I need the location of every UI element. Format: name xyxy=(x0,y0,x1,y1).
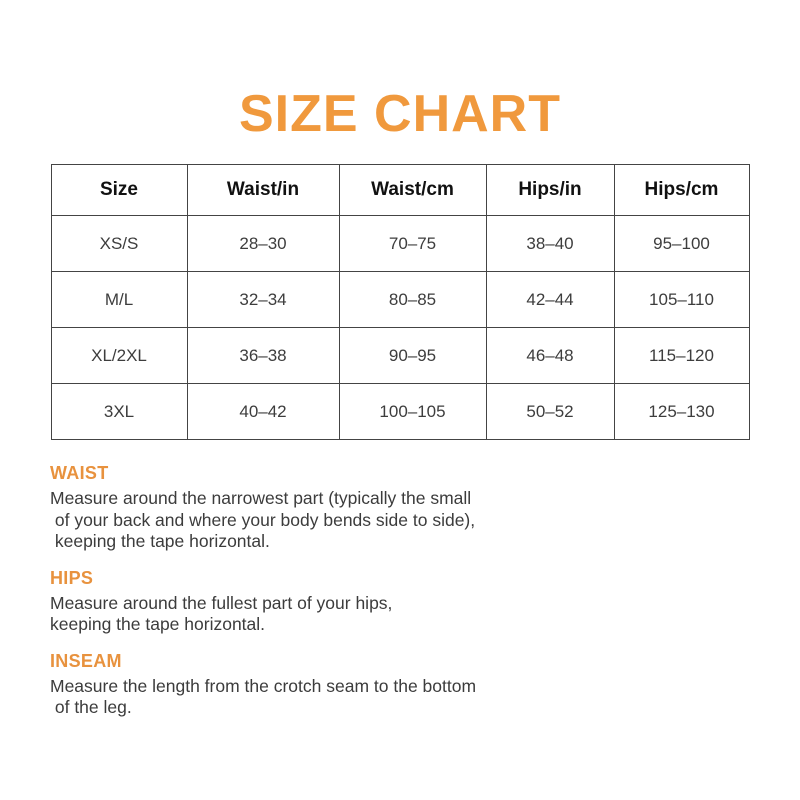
waist-cm-cell: 80–85 xyxy=(338,271,487,328)
table-row-3xl: 3XL 40–42 100–105 50–52 125–130 xyxy=(50,383,750,440)
page-title: SIZE CHART xyxy=(239,85,561,143)
hips-in-cell: 42–44 xyxy=(485,271,615,328)
hips-cm-cell: 95–100 xyxy=(613,215,750,272)
size-chart-table: Size Waist/in Waist/cm Hips/in Hips/cm X… xyxy=(50,164,750,440)
section-heading-inseam: INSEAM xyxy=(50,650,122,671)
column-header-waist-cm: Waist/cm xyxy=(338,164,487,216)
section-inseam: INSEAM Measure the length from the crotc… xyxy=(50,651,800,719)
section-text-line: Measure the length from the crotch seam … xyxy=(50,675,477,696)
measurement-instructions: WAIST Measure around the narrowest part … xyxy=(50,463,800,719)
table-header-row: Size Waist/in Waist/cm Hips/in Hips/cm xyxy=(50,164,750,216)
column-header-hips-cm: Hips/cm xyxy=(613,164,750,216)
waist-in-cell: 36–38 xyxy=(186,327,340,384)
size-cell: XL/2XL xyxy=(50,327,188,384)
waist-in-cell: 32–34 xyxy=(186,271,340,328)
column-header-hips-in: Hips/in xyxy=(485,164,615,216)
section-heading-hips: HIPS xyxy=(50,567,94,588)
waist-cm-cell: 70–75 xyxy=(338,215,487,272)
column-header-size: Size xyxy=(50,164,188,216)
hips-in-cell: 46–48 xyxy=(485,327,615,384)
section-text-line: of the leg. xyxy=(50,697,132,717)
column-header-waist-in: Waist/in xyxy=(186,164,340,216)
hips-cm-cell: 115–120 xyxy=(613,327,750,384)
section-heading-waist: WAIST xyxy=(50,463,109,483)
section-text-line: keeping the tape horizontal. xyxy=(50,531,270,551)
waist-cm-cell: 90–95 xyxy=(338,327,487,384)
section-text-line: of your back and where your body bends s… xyxy=(50,509,476,530)
waist-in-cell: 28–30 xyxy=(186,215,340,272)
table-row-xl-2xl: XL/2XL 36–38 90–95 46–48 115–120 xyxy=(50,327,750,384)
section-waist: WAIST Measure around the narrowest part … xyxy=(50,463,800,553)
section-hips: HIPS Measure around the fullest part of … xyxy=(50,568,800,636)
size-cell: 3XL xyxy=(50,383,188,440)
section-text-line: Measure around the narrowest part (typic… xyxy=(50,488,472,508)
table-row-xs-s: XS/S 28–30 70–75 38–40 95–100 xyxy=(50,215,750,272)
hips-in-cell: 50–52 xyxy=(485,383,615,440)
table-row-m-l: M/L 32–34 80–85 42–44 105–110 xyxy=(50,271,750,328)
waist-cm-cell: 100–105 xyxy=(338,383,487,440)
hips-in-cell: 38–40 xyxy=(485,215,615,272)
size-cell: XS/S xyxy=(50,215,188,272)
section-text-line: keeping the tape horizontal. xyxy=(50,614,266,634)
hips-cm-cell: 105–110 xyxy=(613,271,750,328)
waist-in-cell: 40–42 xyxy=(186,383,340,440)
section-text-line: Measure around the fullest part of your … xyxy=(50,592,393,613)
hips-cm-cell: 125–130 xyxy=(613,383,750,440)
size-cell: M/L xyxy=(50,271,188,328)
